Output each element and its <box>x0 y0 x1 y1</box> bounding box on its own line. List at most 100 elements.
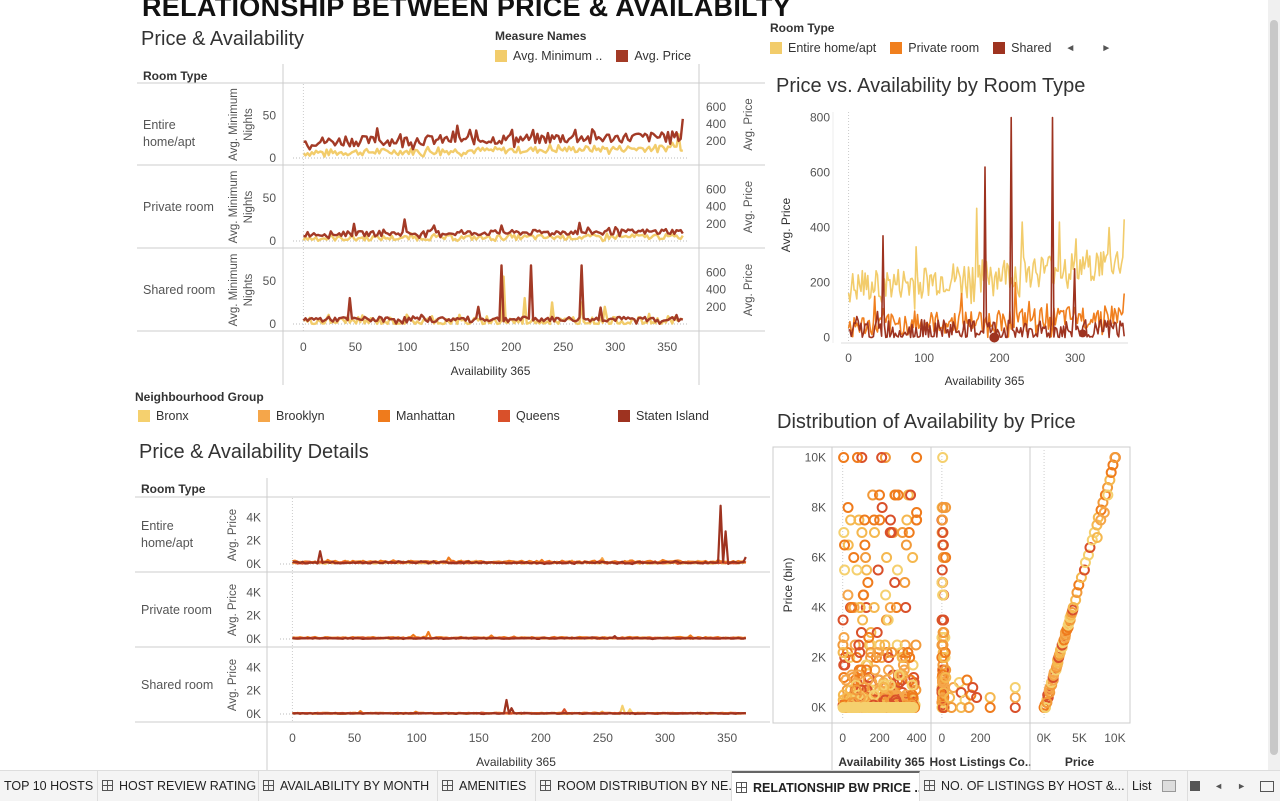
y-tick-label: 2K <box>246 684 261 698</box>
measure-legend-item[interactable]: Avg. Minimum .. <box>495 49 602 63</box>
scatter-point <box>1009 702 1021 713</box>
scatter-point <box>837 639 849 651</box>
scatter-point <box>906 679 918 691</box>
scatter-point <box>842 589 854 601</box>
tab-label: List <box>1132 779 1152 793</box>
neighbourhood-legend-item[interactable]: Staten Island <box>618 409 709 423</box>
y-tick-label: 8K <box>811 501 826 515</box>
sheet-icon <box>736 782 747 793</box>
x-axis-title: Availability 365 <box>838 755 925 769</box>
y-tick-label: 200 <box>810 276 830 290</box>
sheet-icon <box>102 780 113 791</box>
scatter-point <box>839 564 851 576</box>
y-axis-title: Avg. Price <box>227 584 239 636</box>
x-axis-title: Price <box>1065 755 1095 769</box>
legend-next-icon[interactable]: ► <box>1101 42 1112 54</box>
y-tick-label: 0K <box>811 701 826 715</box>
row-header: Room Type <box>141 482 206 496</box>
legend-swatch <box>258 410 270 422</box>
scroll-tabs-right-icon[interactable]: ► <box>1237 781 1246 791</box>
scatter-point <box>884 602 896 613</box>
scatter-point <box>911 514 923 526</box>
y-tick-label: 2K <box>246 609 261 623</box>
scatter-point <box>896 527 908 538</box>
left-axis-title: Avg. Minimum <box>228 88 240 161</box>
legend-label: Bronx <box>156 409 189 423</box>
x-axis-title: Availability 365 <box>945 374 1025 388</box>
x-tick-label: 0 <box>939 731 946 745</box>
scatter-point <box>1105 467 1117 478</box>
tab-list[interactable]: List <box>1128 771 1188 801</box>
scatter-point <box>861 664 873 676</box>
scatter-point <box>879 452 891 464</box>
scatter-point <box>891 639 903 651</box>
tab-amenities[interactable]: AMENITIES <box>438 771 536 801</box>
roomtype-legend-item[interactable]: Shared <box>993 41 1051 55</box>
legend-label: Brooklyn <box>276 409 325 423</box>
y-axis-title: Price (bin) <box>781 558 795 613</box>
x-tick-label: 0 <box>300 340 307 354</box>
scatter-point <box>1071 587 1083 598</box>
tab-no-of-listings-by-host[interactable]: NO. OF LISTINGS BY HOST &... <box>920 771 1128 801</box>
scatter-point <box>902 647 914 658</box>
y-tick-label: 2K <box>811 651 826 665</box>
neighbourhood-legend-item[interactable]: Queens <box>498 409 560 423</box>
show-filmstrip-icon[interactable] <box>1162 780 1177 792</box>
price-availability-title: Price & Availability <box>141 28 305 50</box>
right-tick-label: 600 <box>706 100 726 114</box>
legend-swatch <box>378 410 390 422</box>
scatter-point <box>838 452 850 464</box>
scatter-point <box>852 669 864 681</box>
x-tick-label: 250 <box>553 340 573 354</box>
tab-relationship-bw-price[interactable]: RELATIONSHIP BW PRICE ... <box>732 771 920 801</box>
tab-label: HOST REVIEW RATING <box>119 779 257 793</box>
measure-legend-item[interactable]: Avg. Price <box>616 49 691 63</box>
scatter-point <box>882 614 894 626</box>
tab-host-review-rating[interactable]: HOST REVIEW RATING <box>98 771 259 801</box>
roomtype-legend: Room Type Entire home/apt Private room S… <box>770 21 1111 55</box>
scatter-point <box>1078 564 1090 576</box>
scatter-point <box>865 647 877 658</box>
scroll-tabs-left-icon[interactable]: ◄ <box>1214 781 1224 791</box>
scatter-point <box>903 527 915 538</box>
tab-top-10-hosts[interactable]: TOP 10 HOSTS <box>0 771 98 801</box>
legend-label: Private room <box>908 41 980 55</box>
scatter-point <box>955 702 967 713</box>
presentation-mode-icon[interactable] <box>1260 780 1274 792</box>
left-tick-label: 0 <box>269 317 276 331</box>
scatter-points-1 <box>936 452 1021 713</box>
x-tick-label: 200 <box>970 731 990 745</box>
left-axis-title: Avg. Minimum <box>228 171 240 244</box>
neighbourhood-legend-item[interactable]: Brooklyn <box>258 409 325 423</box>
x-tick-label: 0 <box>845 351 852 365</box>
neighbourhood-legend-item[interactable]: Bronx <box>138 409 189 423</box>
roomtype-legend-item[interactable]: Private room <box>890 41 979 55</box>
show-tabs-icon[interactable] <box>1190 781 1201 791</box>
legend-swatch <box>498 410 510 422</box>
scatter-point <box>851 564 863 576</box>
legend-swatch <box>138 410 150 422</box>
scatter-point <box>900 539 912 551</box>
roomtype-legend-item[interactable]: Entire home/apt <box>770 41 876 55</box>
scatter-point <box>862 577 874 588</box>
legend-prev-icon[interactable]: ◄ <box>1065 42 1076 54</box>
scrollbar-thumb[interactable] <box>1270 20 1278 755</box>
x-axis-title: Availability 365 <box>451 364 531 378</box>
scatter-point <box>840 674 852 686</box>
roomtype-legend-title: Room Type <box>770 21 835 35</box>
left-axis-title: Avg. Minimum <box>228 254 240 327</box>
right-tick-label: 400 <box>706 283 726 297</box>
y-tick-label: 400 <box>810 221 830 235</box>
y-tick-label: 6K <box>811 551 826 565</box>
right-tick-label: 600 <box>706 265 726 279</box>
legend-swatch <box>770 42 782 54</box>
scatter-point <box>884 514 896 526</box>
scatter-point <box>937 527 949 538</box>
neighbourhood-legend-item[interactable]: Manhattan <box>378 409 455 423</box>
tab-availability-by-month[interactable]: AVAILABILITY BY MONTH <box>259 771 438 801</box>
scatter-point <box>861 564 873 576</box>
x-axis-title: Availability 365 <box>476 755 556 769</box>
row-label: Entire <box>141 519 174 533</box>
tab-room-distribution-by-ne[interactable]: ROOM DISTRIBUTION BY NE... <box>536 771 732 801</box>
price-vs-availability-title: Price vs. Availability by Room Type <box>776 75 1086 97</box>
